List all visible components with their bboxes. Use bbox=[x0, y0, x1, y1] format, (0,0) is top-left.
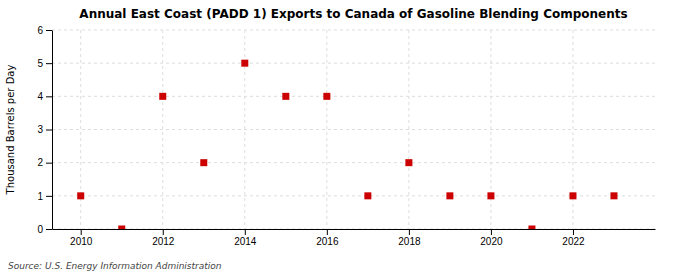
x-tick-label: 2010 bbox=[70, 236, 93, 247]
x-tick-mark bbox=[573, 229, 574, 235]
grid-line-x bbox=[326, 30, 327, 229]
y-tick-mark bbox=[46, 96, 52, 97]
x-tick: 2022 bbox=[562, 229, 585, 247]
x-tick-mark bbox=[491, 229, 492, 235]
grid-line-y bbox=[52, 129, 655, 130]
point bbox=[569, 192, 576, 199]
x-tick-label: 2012 bbox=[152, 236, 175, 247]
point bbox=[446, 192, 453, 199]
y-tick-mark bbox=[46, 196, 52, 197]
y-axis-line bbox=[52, 31, 53, 230]
point bbox=[77, 192, 84, 199]
point bbox=[200, 159, 207, 166]
grid-line-x bbox=[408, 30, 409, 229]
x-tick-mark bbox=[245, 229, 246, 235]
y-tick: 5 bbox=[37, 58, 52, 69]
point bbox=[241, 60, 248, 67]
y-tick-mark bbox=[46, 63, 52, 64]
x-tick-mark bbox=[81, 229, 82, 235]
x-tick: 2018 bbox=[398, 229, 421, 247]
x-tick-label: 2020 bbox=[480, 236, 503, 247]
x-tick-mark bbox=[327, 229, 328, 235]
y-tick-label: 6 bbox=[37, 25, 43, 36]
y-tick-label: 3 bbox=[37, 124, 43, 135]
grid-line-y bbox=[52, 162, 655, 163]
y-tick: 4 bbox=[37, 91, 52, 102]
point bbox=[364, 192, 371, 199]
points bbox=[77, 60, 617, 229]
grid-line-y bbox=[52, 63, 655, 64]
annotation: Source: U.S. Energy Information Administ… bbox=[8, 261, 222, 271]
y-tick: 6 bbox=[37, 25, 52, 36]
chart: 2010 2012 2014 2016 2018 2020 2022 0 1 2 3 4 5 6 Annua… bbox=[0, 0, 675, 275]
point bbox=[282, 93, 289, 100]
x-tick: 2014 bbox=[234, 229, 257, 247]
point bbox=[118, 226, 125, 230]
x-tick-label: 2022 bbox=[562, 236, 585, 247]
x-tick-mark bbox=[409, 229, 410, 235]
y-tick-mark bbox=[46, 130, 52, 131]
x-axis: 2010 2012 2014 2016 2018 2020 2022 bbox=[53, 229, 656, 247]
x-tick-mark bbox=[163, 229, 164, 235]
grid-line-y bbox=[52, 96, 655, 97]
y-axis-title: Thousand Barrels per Day bbox=[5, 65, 16, 196]
y-tick: 1 bbox=[37, 191, 52, 202]
x-tick: 2016 bbox=[316, 229, 339, 247]
point bbox=[528, 226, 535, 230]
y-tick-label: 1 bbox=[37, 191, 43, 202]
grid-line-y bbox=[52, 195, 655, 196]
y-tick: 2 bbox=[37, 157, 52, 168]
x-tick-label: 2016 bbox=[316, 236, 339, 247]
x-tick-label: 2014 bbox=[234, 236, 257, 247]
x-tick-label: 2018 bbox=[398, 236, 421, 247]
grid-line-y bbox=[52, 229, 655, 230]
point bbox=[487, 192, 494, 199]
x-tick: 2020 bbox=[480, 229, 503, 247]
y-tick-mark bbox=[46, 30, 52, 31]
point bbox=[610, 192, 617, 199]
y-tick-label: 0 bbox=[37, 224, 43, 235]
y-tick-mark bbox=[46, 229, 52, 230]
y-tick-label: 5 bbox=[37, 58, 43, 69]
title: Annual East Coast (PADD 1) Exports to Ca… bbox=[79, 7, 627, 21]
x-tick: 2012 bbox=[152, 229, 175, 247]
y-tick-label: 4 bbox=[37, 91, 43, 102]
grid-line-x bbox=[162, 30, 163, 229]
x-tick: 2010 bbox=[70, 229, 93, 247]
point bbox=[159, 93, 166, 100]
point bbox=[323, 93, 330, 100]
grid bbox=[52, 30, 655, 229]
grid-line-y bbox=[52, 30, 655, 31]
y-tick-mark bbox=[46, 163, 52, 164]
point bbox=[405, 159, 412, 166]
y-tick-label: 2 bbox=[37, 157, 43, 168]
plot: 2010 2012 2014 2016 2018 2020 2022 0 1 2 3 4 5 6 bbox=[37, 25, 655, 247]
y-axis: 0 1 2 3 4 5 6 bbox=[37, 25, 52, 235]
y-tick: 0 bbox=[37, 224, 52, 235]
y-tick: 3 bbox=[37, 124, 52, 135]
x-axis-line bbox=[53, 229, 656, 230]
